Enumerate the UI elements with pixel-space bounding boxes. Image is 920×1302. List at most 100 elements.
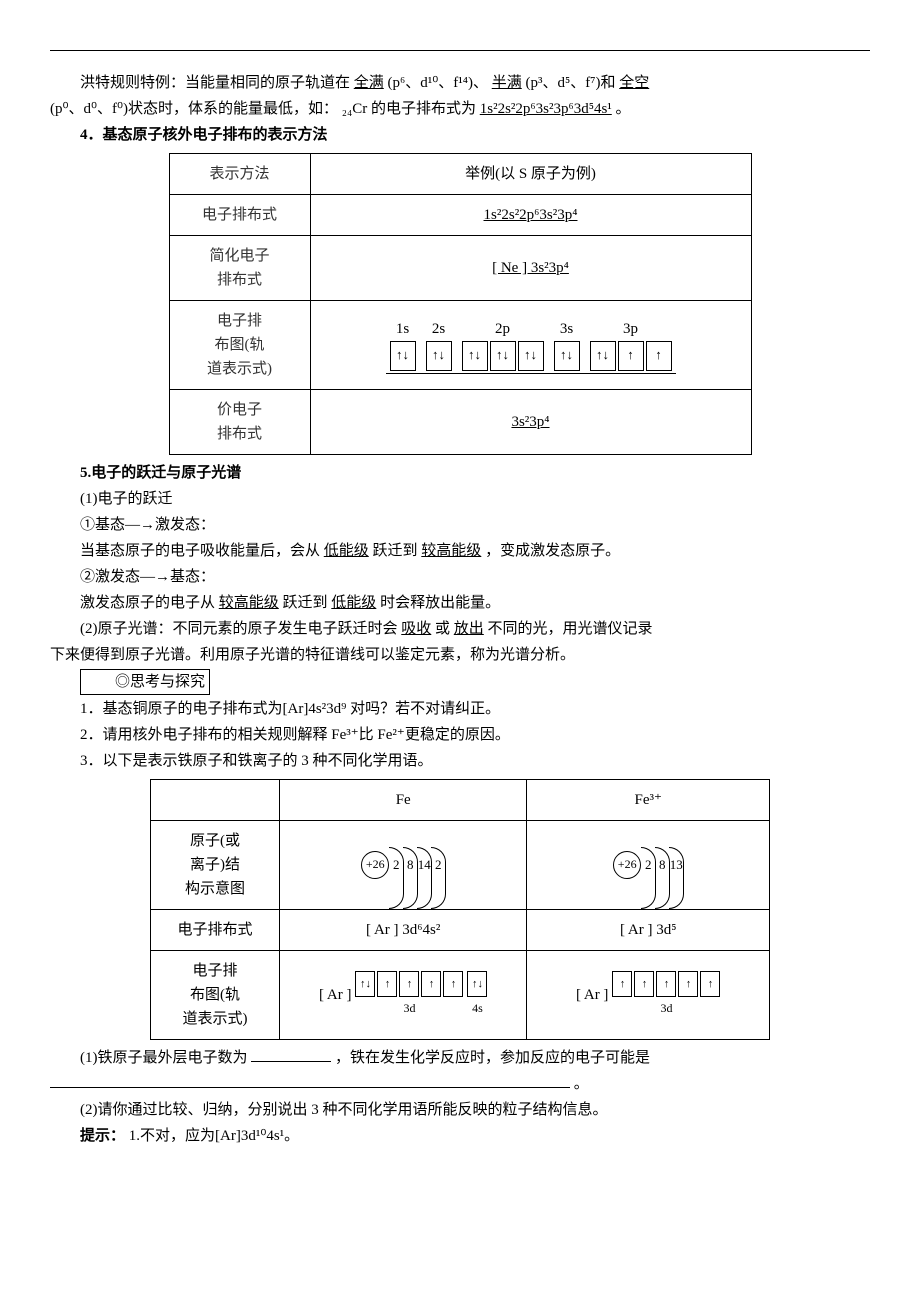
s5-p7: 下来便得到原子光谱。利用原子光谱的特征谱线可以鉴定元素，称为光谱分析。 xyxy=(50,643,870,667)
t2-h-blank xyxy=(151,780,280,821)
t2-r3-label: 电子排 布图(轨 道表示式) xyxy=(151,951,280,1040)
t2-r3-lc: 道表示式) xyxy=(183,1011,248,1027)
obox: ↑↓ xyxy=(590,341,616,371)
t1-row3-label-b: 布图(轨 xyxy=(215,337,265,353)
tail-q1-line2: 。 xyxy=(50,1072,870,1096)
orb-lbl-3s: 3s xyxy=(560,317,573,341)
obox: ↑ xyxy=(421,971,441,997)
hint-text: 1.不对，应为[Ar]3d¹⁰4s¹。 xyxy=(129,1128,299,1144)
top-rule xyxy=(50,50,870,51)
t1-header-example: 举例(以 S 原子为例) xyxy=(310,154,751,195)
shell: 2 xyxy=(431,855,445,876)
obox: ↑ xyxy=(678,971,698,997)
t1-row3-label-c: 道表示式) xyxy=(207,361,272,377)
obox: ↑↓ xyxy=(518,341,544,371)
orb-lbl-2s: 2s xyxy=(432,317,445,341)
lbl-4s: 4s xyxy=(472,999,483,1018)
s5-p1: (1)电子的跃迁 xyxy=(50,487,870,511)
table-fe-comparison: Fe Fe³⁺ 原子(或 离子)结 构示意图 +26 2 8 14 2 xyxy=(150,779,770,1040)
fe-nucleus: +26 xyxy=(361,851,389,879)
s5-p5a: 激发态原子的电子从 xyxy=(80,595,215,611)
orb-lbl-2p: 2p xyxy=(495,317,510,341)
shell: 2 xyxy=(641,855,655,876)
t1-row4-label: 价电子 排布式 xyxy=(169,390,310,455)
obox: ↑ xyxy=(618,341,644,371)
s5-p6: (2)原子光谱：不同元素的原子发生电子跃迁时会 吸收 或 放出 不同的光，用光谱… xyxy=(50,617,870,641)
s5-p3u1: 低能级 xyxy=(324,543,369,559)
t2-r1-label: 原子(或 离子)结 构示意图 xyxy=(151,821,280,910)
hint-label: 提示： xyxy=(80,1128,125,1144)
t1-row1-config: 1s²2s²2p⁶3s²3p⁴ xyxy=(484,207,578,223)
heading-5: 5.电子的跃迁与原子光谱 xyxy=(50,461,870,485)
fe3-atom-diagram: +26 2 8 13 xyxy=(613,851,683,879)
lbl-3d: 3d xyxy=(660,999,672,1018)
intro-half-paren: (p³、d⁵、f⁷)和 xyxy=(526,75,616,91)
t2-r3-la: 电子排 xyxy=(193,963,238,979)
s5-p5u1: 较高能级 xyxy=(219,595,279,611)
fe3-orbital-diagram: [ Ar ] ↑ ↑ ↑ ↑ ↑ 3d xyxy=(576,971,721,1018)
ar-label: [ Ar ] xyxy=(319,983,352,1007)
obox: ↑↓ xyxy=(490,341,516,371)
t2-r3-fe: [ Ar ] ↑↓ ↑ ↑ ↑ ↑ 3d ↑↓ xyxy=(280,951,527,1040)
obox: ↑↓ xyxy=(390,341,416,371)
document-page: 洪特规则特例：当能量相同的原子轨道在 全满 (p⁶、d¹⁰、f¹⁴)、 半满 (… xyxy=(0,0,920,1180)
s5-p5b: 跃迁到 xyxy=(283,595,328,611)
s5-p6a: (2)原子光谱：不同元素的原子发生电子跃迁时会 xyxy=(80,621,398,637)
shell: 14 xyxy=(417,855,431,876)
t1-row3-label: 电子排 布图(轨 道表示式) xyxy=(169,301,310,390)
t1-row1-label: 电子排布式 xyxy=(169,195,310,236)
t1-row4-label-a: 价电子 xyxy=(217,402,262,418)
t1-row2-label: 简化电子 排布式 xyxy=(169,236,310,301)
t2-r2-label: 电子排布式 xyxy=(151,910,280,951)
think-box: ◎思考与探究 xyxy=(80,669,210,695)
orb-lbl-3p: 3p xyxy=(623,317,638,341)
t1-row3-label-a: 电子排 xyxy=(217,313,262,329)
fe-orbital-diagram: [ Ar ] ↑↓ ↑ ↑ ↑ ↑ 3d ↑↓ xyxy=(319,971,488,1018)
t2-r1-lb: 离子)结 xyxy=(190,857,240,873)
t2-r1-fe3: +26 2 8 13 xyxy=(527,821,770,910)
t1-row3-orbitals: 1s ↑↓ 2s ↑↓ 2p ↑↓ ↑↓ ↑↓ xyxy=(310,301,751,390)
cr-config: 1s²2s²2p⁶3s²3p⁶3d⁵4s¹ xyxy=(480,101,612,117)
period: 。 xyxy=(616,101,631,117)
obox: ↑ xyxy=(656,971,676,997)
intro-line-1: 洪特规则特例：当能量相同的原子轨道在 全满 (p⁶、d¹⁰、f¹⁴)、 半满 (… xyxy=(50,71,870,95)
t2-r2-fe3: [ Ar ] 3d⁵ xyxy=(527,910,770,951)
intro-full-paren: (p⁶、d¹⁰、f¹⁴)、 xyxy=(388,75,488,91)
s5-p3c: ，变成激发态原子。 xyxy=(485,543,620,559)
obox: ↑↓ xyxy=(355,971,375,997)
tail-q2: (2)请你通过比较、归纳，分别说出 3 种不同化学用语所能反映的粒子结构信息。 xyxy=(50,1098,870,1122)
think-box-line: ◎思考与探究 xyxy=(50,669,870,695)
t1-row2-config: [ Ne ] 3s²3p⁴ xyxy=(492,260,569,276)
t1-row4-val: 3s²3p⁴ xyxy=(310,390,751,455)
think-q2: 2．请用核外电子排布的相关规则解释 Fe³⁺比 Fe²⁺更稳定的原因。 xyxy=(50,723,870,747)
t2-h-fe3: Fe³⁺ xyxy=(527,780,770,821)
orb-lbl-1s: 1s xyxy=(396,317,409,341)
obox: ↑↓ xyxy=(462,341,488,371)
table-representation-methods: 表示方法 举例(以 S 原子为例) 电子排布式 1s²2s²2p⁶3s²3p⁴ … xyxy=(169,153,752,455)
s5-p5c: 时会释放出能量。 xyxy=(380,595,500,611)
t2-r2-fe: [ Ar ] 3d⁶4s² xyxy=(280,910,527,951)
shell: 13 xyxy=(669,855,683,876)
ar-label: [ Ar ] xyxy=(576,983,609,1007)
s5-p3: 当基态原子的电子吸收能量后，会从 低能级 跃迁到 较高能级 ，变成激发态原子。 xyxy=(50,539,870,563)
t2-r1-la: 原子(或 xyxy=(190,833,240,849)
obox: ↑↓ xyxy=(426,341,452,371)
obox: ↑ xyxy=(443,971,463,997)
shell: 2 xyxy=(389,855,403,876)
s5-p3u2: 较高能级 xyxy=(421,543,481,559)
s5-p5: 激发态原子的电子从 较高能级 跃迁到 低能级 时会释放出能量。 xyxy=(50,591,870,615)
t1-row2-label-a: 简化电子 xyxy=(209,248,269,264)
obox: ↑ xyxy=(634,971,654,997)
shell: 8 xyxy=(403,855,417,876)
obox: ↑↓ xyxy=(467,971,487,997)
t1-row2-label-b: 排布式 xyxy=(217,272,262,288)
t2-r1-lc: 构示意图 xyxy=(185,881,245,897)
shell: 8 xyxy=(655,855,669,876)
term-half: 半满 xyxy=(492,75,522,91)
heading-4: 4．基态原子核外电子排布的表示方法 xyxy=(50,123,870,147)
tail-q1b: ，铁在发生化学反应时，参加反应的电子可能是 xyxy=(335,1050,650,1066)
fe3-nucleus: +26 xyxy=(613,851,641,879)
t2-r1-fe: +26 2 8 14 2 xyxy=(280,821,527,910)
obox: ↑ xyxy=(700,971,720,997)
s5-p6u1: 吸收 xyxy=(401,621,431,637)
